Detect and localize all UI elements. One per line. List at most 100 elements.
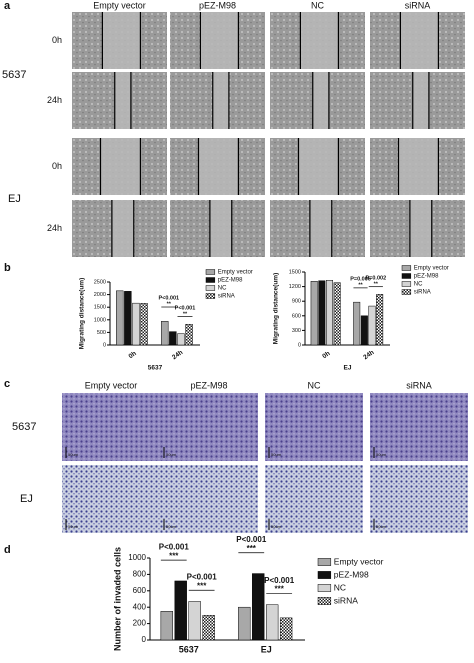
- column-header: siRNA: [406, 380, 432, 390]
- scratch-gap: [400, 12, 439, 69]
- microscopy-image: [370, 393, 468, 461]
- x-tick-label: 24h: [362, 349, 375, 361]
- scale-bar-label: 50um: [376, 524, 387, 529]
- y-axis-label: Number of invaded cells: [112, 547, 122, 651]
- bar: [279, 617, 293, 641]
- bar: [185, 324, 193, 346]
- scale-bar-label: 50um: [166, 452, 177, 457]
- scale-bar-label: 50um: [166, 524, 177, 529]
- legend-label: NC: [334, 582, 346, 592]
- y-tick-label: 600: [292, 313, 301, 319]
- scratch-gap: [412, 72, 429, 129]
- microscopy-image: [160, 465, 258, 533]
- bar: [360, 315, 368, 346]
- legend-label: Empty vector: [334, 556, 384, 566]
- legend-label: Empty vector: [414, 266, 449, 272]
- bar: [161, 321, 169, 346]
- bar: [238, 606, 251, 641]
- legend-label: pEZ-M98: [414, 274, 439, 280]
- bar: [132, 302, 140, 346]
- bar: [124, 291, 132, 346]
- panel-label: a: [4, 0, 11, 12]
- y-tick-label: 1200: [289, 284, 301, 290]
- row-group-label: EJ: [8, 193, 21, 205]
- column-header: pEZ-M98: [199, 0, 236, 10]
- y-axis-label: Migrating distance(um): [273, 273, 280, 345]
- y-tick-label: 600: [133, 586, 147, 595]
- legend-swatch: [317, 584, 332, 592]
- y-tick-label: 1000: [128, 553, 146, 562]
- y-tick-label: 0: [298, 342, 301, 348]
- significance-stars: **: [374, 281, 379, 287]
- column-header: Empty vector: [93, 0, 146, 10]
- scratch-gap: [209, 200, 232, 257]
- significance-stars: **: [183, 311, 188, 317]
- y-tick-label: 800: [133, 570, 147, 579]
- scratch-gap: [100, 138, 141, 195]
- bar: [160, 611, 173, 641]
- x-axis-label: EJ: [344, 365, 352, 372]
- p-value: P=0.006: [350, 277, 371, 283]
- legend-label: pEZ-M98: [218, 278, 243, 284]
- legend-label: NC: [414, 282, 423, 288]
- scratch-gap: [398, 138, 439, 195]
- microscopy-image: [62, 393, 160, 461]
- p-value: P<0.001: [236, 535, 267, 544]
- x-tick-label: 0h: [128, 350, 138, 360]
- scratch-gap: [298, 138, 339, 195]
- bar: [116, 290, 124, 346]
- legend-label: siRNA: [414, 290, 431, 296]
- p-value: P<0.001: [175, 305, 196, 311]
- legend-label: NC: [218, 286, 227, 292]
- scratch-gap: [409, 200, 432, 257]
- significance-stars: **: [358, 283, 363, 289]
- scale-bar-label: 50um: [271, 452, 282, 457]
- y-tick-label: 1500: [289, 269, 301, 275]
- microscopy-image: [265, 393, 363, 461]
- bar: [326, 280, 334, 346]
- legend-label: pEZ-M98: [334, 569, 369, 579]
- y-axis-label: Migrating distance(um): [79, 278, 86, 350]
- legend-swatch: [205, 293, 216, 299]
- y-tick-label: 0: [103, 342, 106, 348]
- panel-label: d: [4, 544, 11, 556]
- bar: [169, 331, 177, 346]
- x-tick-label: 24h: [171, 349, 184, 361]
- legend-swatch: [205, 277, 216, 283]
- x-tick-label: EJ: [261, 644, 272, 654]
- microscopy-image: [160, 393, 258, 461]
- bar: [368, 305, 376, 346]
- significance-stars: ***: [247, 544, 257, 553]
- row-label: EJ: [20, 493, 33, 505]
- p-value: P<0.001: [187, 573, 218, 582]
- scratch-gap: [312, 72, 329, 129]
- bar: [310, 280, 318, 346]
- p-value: P<0.001: [264, 576, 295, 585]
- scratch-gap: [309, 200, 332, 257]
- x-tick-label: 5637: [179, 644, 199, 654]
- row-label: 24h: [47, 223, 62, 233]
- scale-bar-label: 50um: [271, 524, 282, 529]
- y-tick-label: 400: [133, 602, 147, 611]
- bar: [177, 333, 185, 346]
- scale-bar-label: 50um: [68, 452, 79, 457]
- significance-stars: ***: [274, 585, 284, 594]
- p-value: P=0.002: [365, 275, 386, 281]
- y-tick-label: 500: [97, 330, 106, 336]
- row-label: 0h: [52, 35, 62, 45]
- y-tick-label: 2000: [94, 292, 106, 298]
- x-tick-label: 0h: [321, 350, 331, 360]
- bar: [376, 294, 384, 346]
- column-header: Empty vector: [85, 380, 138, 390]
- x-axis-label: 5637: [148, 365, 163, 372]
- bar: [353, 301, 361, 346]
- scratch-gap: [198, 138, 239, 195]
- bar: [333, 282, 341, 346]
- bar: [188, 601, 201, 641]
- legend-label: siRNA: [334, 595, 358, 605]
- column-header: NC: [311, 0, 324, 10]
- y-tick-label: 900: [292, 299, 301, 305]
- scratch-gap: [102, 12, 141, 69]
- y-tick-label: 2500: [94, 279, 106, 285]
